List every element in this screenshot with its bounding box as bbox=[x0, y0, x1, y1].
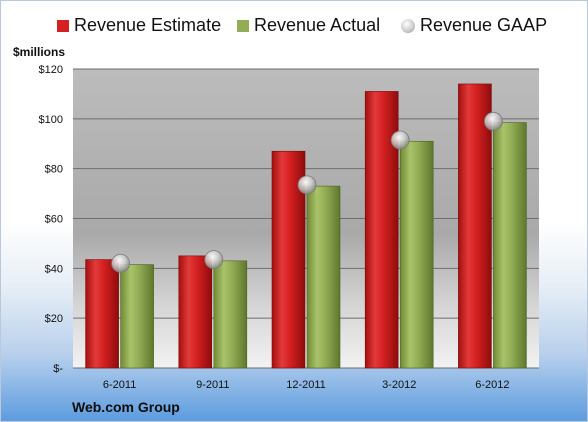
bar-revenue-estimate bbox=[178, 255, 213, 369]
legend-item-gaap: Revenue GAAP bbox=[401, 15, 547, 36]
legend-item-actual: Revenue Actual bbox=[237, 15, 380, 36]
y-tick-label: $100 bbox=[39, 114, 63, 126]
y-tick-label: $80 bbox=[45, 164, 63, 176]
bar-revenue-actual bbox=[120, 264, 154, 369]
legend-label-gaap: Revenue GAAP bbox=[420, 15, 548, 35]
y-axis-label: $millions bbox=[13, 45, 66, 59]
legend-swatch-gaap bbox=[401, 18, 415, 33]
x-tick-label: 12-2011 bbox=[286, 379, 326, 391]
bar-revenue-estimate bbox=[458, 83, 492, 369]
y-tick-label: $- bbox=[53, 363, 63, 375]
x-tick-label: 3-2012 bbox=[382, 379, 416, 391]
bar-revenue-actual bbox=[306, 185, 341, 369]
legend-label-estimate: Revenue Estimate bbox=[74, 15, 222, 35]
marker-revenue-gaap bbox=[390, 130, 410, 150]
x-tick-label: 9-2011 bbox=[196, 379, 229, 391]
legend-swatch-actual bbox=[237, 19, 249, 32]
marker-revenue-gaap bbox=[297, 175, 317, 195]
marker-revenue-gaap bbox=[204, 250, 224, 270]
marker-revenue-gaap bbox=[483, 111, 503, 131]
y-tick-label: $40 bbox=[45, 263, 63, 275]
company-name: Web.com Group bbox=[72, 399, 180, 415]
x-tick-label: 6-2011 bbox=[103, 379, 136, 391]
legend-label-actual: Revenue Actual bbox=[254, 15, 381, 35]
y-tick-label: $60 bbox=[45, 214, 63, 226]
legend: Revenue Estimate Revenue Actual Revenue … bbox=[1, 15, 587, 41]
x-tick-label: 6-2012 bbox=[475, 379, 509, 391]
bar-revenue-estimate bbox=[85, 259, 119, 369]
bar-revenue-actual bbox=[213, 260, 248, 369]
bar-revenue-actual bbox=[399, 140, 434, 369]
bar-revenue-estimate bbox=[364, 91, 399, 369]
marker-revenue-gaap bbox=[111, 253, 130, 273]
y-tick-label: $120 bbox=[39, 64, 63, 76]
bar-revenue-actual bbox=[493, 122, 527, 369]
legend-item-estimate: Revenue Estimate bbox=[57, 15, 221, 36]
y-tick-label: $20 bbox=[45, 313, 63, 325]
legend-swatch-estimate bbox=[57, 19, 69, 32]
